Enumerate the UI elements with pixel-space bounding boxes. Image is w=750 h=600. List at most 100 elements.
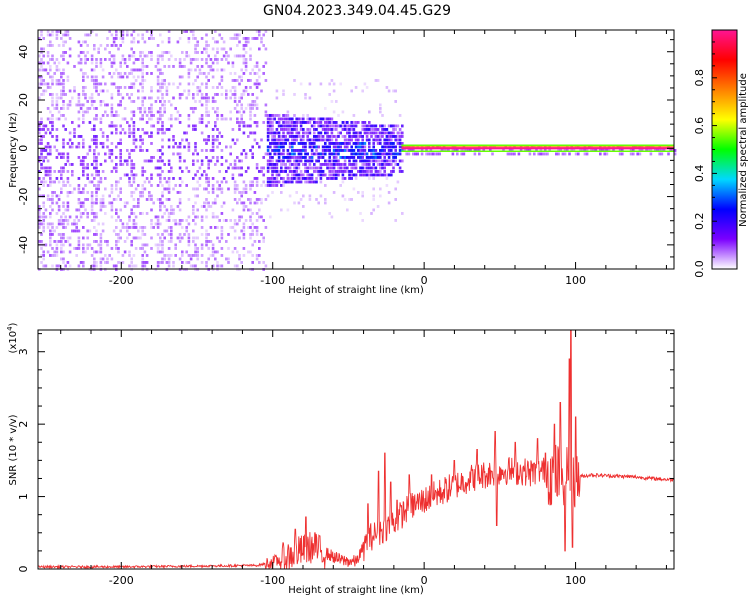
spectrogram-cell <box>86 58 89 61</box>
spectrogram-cell <box>77 236 81 240</box>
spectrogram-cell <box>101 145 105 149</box>
spectrogram-cell <box>365 135 369 138</box>
spectrogram-cell <box>90 201 94 205</box>
spectrogram-cell <box>60 72 63 75</box>
snr-ytick-label: 0 <box>17 566 30 573</box>
spectrogram-cell <box>264 226 268 229</box>
spectrogram-cell <box>381 124 384 128</box>
spectrogram-cell <box>68 89 72 93</box>
spectrogram-cell <box>379 103 382 107</box>
spectrogram-cell <box>44 145 48 149</box>
spectrogram-cell <box>321 173 325 177</box>
spectrogram-cell <box>295 121 298 124</box>
spectrogram-cell <box>38 156 41 159</box>
spectrogram-cell <box>132 205 136 208</box>
spectrogram-cell <box>205 103 208 107</box>
spectrogram-cell <box>398 166 402 170</box>
spectrogram-cell <box>200 149 204 152</box>
spectrogram-cell <box>264 30 268 33</box>
spectrogram-cell <box>288 156 292 159</box>
spectrogram-cell <box>313 135 316 138</box>
spectrogram-cell <box>348 149 351 152</box>
spectrogram-cell <box>317 152 320 156</box>
spectrogram-cell <box>178 257 182 261</box>
spectrogram-cell <box>220 149 224 152</box>
spectrogram-cell <box>220 114 224 117</box>
spectrogram-cell <box>139 226 142 229</box>
spectrogram-cell <box>99 44 103 47</box>
spectrogram-cell <box>167 145 171 149</box>
spectrogram-cell <box>321 135 325 138</box>
spectrogram-cell <box>308 145 312 149</box>
spectrogram-cell <box>374 152 378 156</box>
spectrogram-cell <box>57 240 61 243</box>
spectrogram-cell <box>172 82 175 86</box>
spectrogram-cell <box>42 201 45 205</box>
spectrogram-cell <box>205 33 208 37</box>
spectrogram-cell <box>68 54 72 58</box>
spectrogram-cell <box>86 152 89 156</box>
spectrogram-cell <box>260 233 263 236</box>
spectrogram-cell <box>68 47 72 51</box>
spectrogram-cell <box>121 163 125 166</box>
spectrogram-cell <box>150 208 153 212</box>
spectrogram-cell <box>242 229 246 233</box>
spectrogram-cell <box>277 131 281 135</box>
spectrogram-cell <box>95 198 98 201</box>
spectrogram-cell <box>660 149 664 152</box>
spectrogram-cell <box>396 131 400 135</box>
spectrogram-cell <box>203 96 206 100</box>
spectrogram-cell <box>302 205 305 208</box>
spectrogram-cell <box>335 128 338 131</box>
spectrogram-cell <box>244 152 248 156</box>
spectrogram-cell <box>308 121 312 124</box>
spectrogram-cell <box>167 163 171 166</box>
spectrogram-cell <box>88 243 92 247</box>
spectrogram-cell <box>238 75 241 79</box>
spectrogram-cell <box>137 75 140 79</box>
spectrogram-cell <box>280 128 283 131</box>
spectrogram-cell <box>324 121 327 124</box>
spectrogram-cell <box>134 187 138 191</box>
spectrogram-cell <box>244 58 248 61</box>
spectrogram-cell <box>231 177 235 180</box>
spectrogram-cell <box>354 145 358 149</box>
spectrogram-cell <box>176 40 180 44</box>
spectrogram-cell <box>308 159 312 163</box>
spectrogram-cell <box>55 65 59 68</box>
spectrogram-cell <box>64 40 67 44</box>
spectrogram-cell <box>93 152 96 156</box>
spectrogram-cell <box>271 163 274 166</box>
spectrogram-cell <box>139 82 142 86</box>
spectrogram-cell <box>365 124 369 128</box>
spectrogram-cell <box>220 226 224 229</box>
spectrogram-cell <box>453 149 457 152</box>
spectrogram-cell <box>139 194 142 198</box>
spectrogram-cell <box>57 233 61 236</box>
spectrogram-cell <box>286 131 290 135</box>
spectrogram-cell <box>51 100 54 103</box>
spectrogram-cell <box>216 261 219 264</box>
spectrogram-cell <box>132 75 136 79</box>
spectrogram-cell <box>313 121 316 124</box>
spectrogram-cell <box>319 170 323 173</box>
spectrogram-cell <box>110 187 114 191</box>
spectrogram-cell <box>189 254 193 257</box>
spectrogram-cell <box>269 145 272 149</box>
spectrogram-cell <box>233 107 237 110</box>
spectrogram-cell <box>141 82 144 86</box>
spectrogram-cell <box>291 170 294 173</box>
spectrogram-cell <box>187 54 191 58</box>
spectrogram-cell <box>66 180 70 184</box>
spectrogram-cell <box>77 117 81 121</box>
spectrogram-cell <box>170 229 173 233</box>
spectrogram-cell <box>236 110 239 114</box>
spectrogram-cell <box>394 138 397 142</box>
spectrogram-cell <box>368 173 371 177</box>
spectrogram-cell <box>216 138 219 142</box>
spectrogram-cell <box>161 124 164 128</box>
spectrogram-cell <box>101 135 105 138</box>
spectrogram-cell <box>216 47 219 51</box>
spectrogram-cell <box>187 93 191 96</box>
spectrogram-cell <box>247 226 250 229</box>
